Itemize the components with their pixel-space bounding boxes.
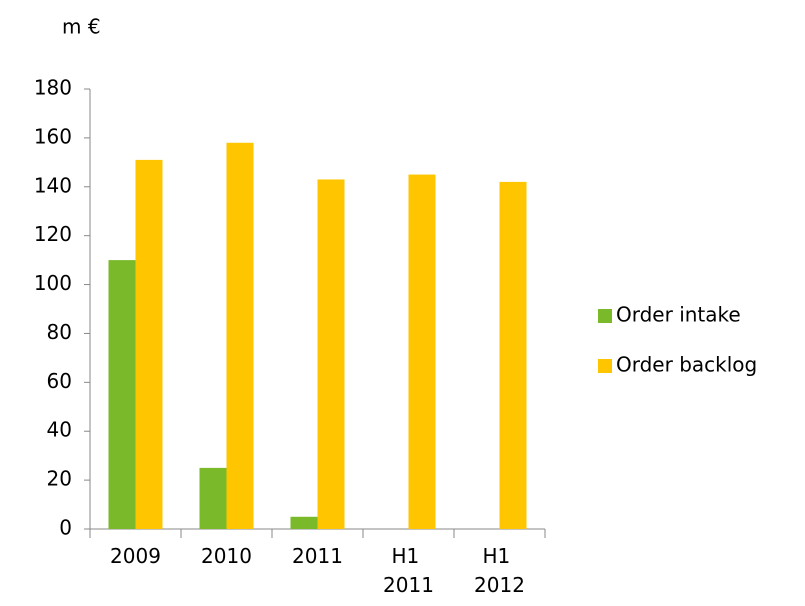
y-tick-label: 80: [47, 320, 72, 344]
bar: [135, 159, 163, 529]
bar: [317, 179, 345, 529]
y-tick-label: 40: [47, 418, 72, 442]
x-tick-label: H1 2012: [474, 544, 525, 597]
y-tick-label: 0: [59, 516, 72, 540]
bar: [226, 142, 254, 529]
bar: [499, 181, 527, 529]
y-tick-label: 60: [47, 369, 72, 393]
y-axis-label: m €: [62, 15, 101, 39]
bar: [408, 174, 436, 530]
y-tick-label: 180: [34, 76, 72, 100]
x-tick-label: 2010: [201, 544, 252, 568]
legend-label: Order backlog: [616, 353, 757, 377]
y-tick-label: 100: [34, 271, 72, 295]
legend-label: Order intake: [616, 303, 741, 327]
x-tick-label: 2009: [110, 544, 161, 568]
x-tick-label: H1 2011: [383, 544, 434, 597]
y-tick-label: 120: [34, 222, 72, 246]
bar: [290, 516, 318, 529]
x-tick-label: 2011: [292, 544, 343, 568]
y-tick-label: 160: [34, 124, 72, 148]
legend-swatch: [598, 309, 612, 323]
bar: [199, 467, 227, 529]
bar: [108, 260, 136, 529]
y-tick-label: 140: [34, 173, 72, 197]
y-tick-label: 20: [47, 467, 72, 491]
legend-swatch: [598, 359, 612, 373]
